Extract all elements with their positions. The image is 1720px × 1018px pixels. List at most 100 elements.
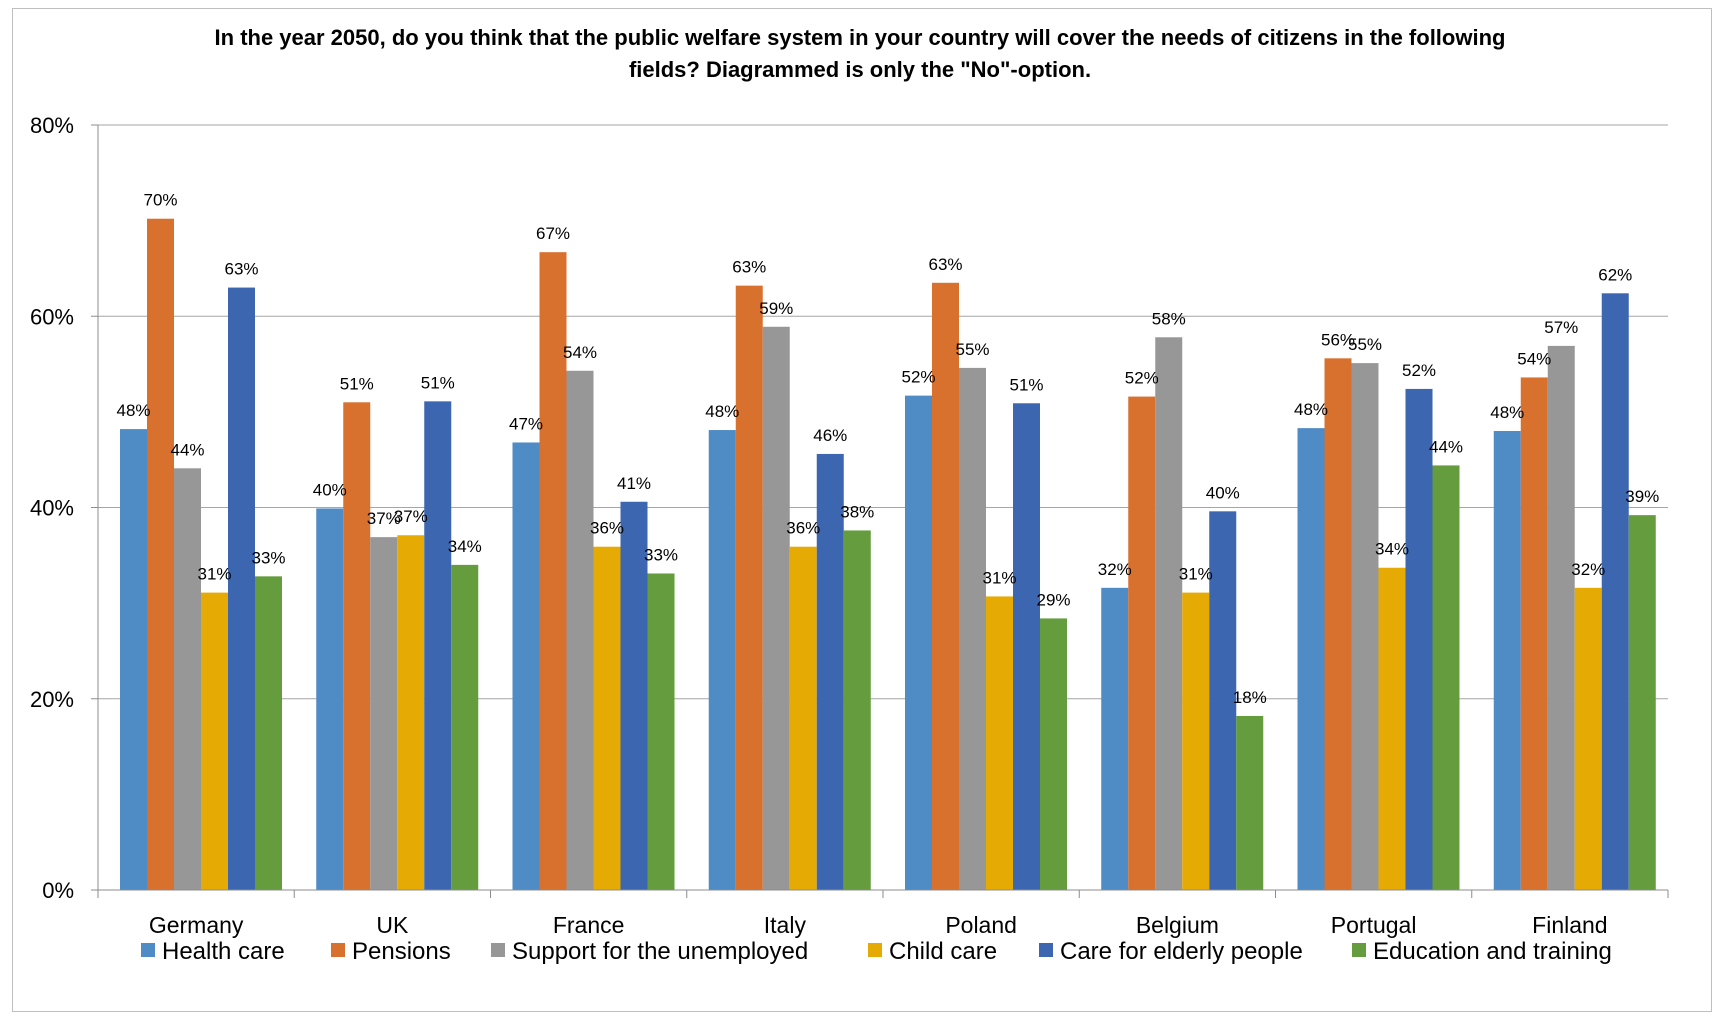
legend: Health care Pensions Support for the unemp… bbox=[141, 938, 1612, 965]
bar-belgium-0 bbox=[1101, 587, 1129, 890]
legend-swatch bbox=[868, 943, 882, 957]
bar-uk-1 bbox=[343, 402, 371, 890]
data-label: 47% bbox=[509, 414, 543, 433]
bar-germany-5 bbox=[255, 576, 282, 890]
category-label: Italy bbox=[764, 912, 807, 938]
data-label: 46% bbox=[813, 426, 847, 445]
data-label: 34% bbox=[448, 537, 482, 556]
legend-swatch bbox=[331, 943, 345, 957]
data-label: 54% bbox=[1517, 349, 1551, 368]
data-labels: 48% 70% 44% 31% 63% 33% 40% 51% 37%37% 51% 34% 47% 6… bbox=[116, 191, 1659, 707]
data-label: 37% bbox=[394, 507, 428, 526]
bar-poland-4 bbox=[1013, 403, 1040, 890]
data-label: 36% bbox=[786, 519, 820, 538]
data-label: 52% bbox=[1402, 361, 1436, 380]
bar-germany-0 bbox=[120, 429, 147, 890]
data-label: 56% bbox=[1321, 330, 1355, 349]
bar-portugal-1 bbox=[1324, 358, 1352, 890]
x-axis: Germany UK France Italy Poland Belgium Portuga… bbox=[97, 889, 1669, 938]
data-label: 52% bbox=[1125, 369, 1159, 388]
data-label: 52% bbox=[901, 368, 935, 387]
data-label: 31% bbox=[982, 568, 1016, 587]
bars bbox=[120, 218, 1656, 891]
bar-finland-1 bbox=[1520, 377, 1548, 890]
bar-uk-4 bbox=[424, 401, 452, 890]
legend-label: Pensions bbox=[352, 938, 451, 965]
legend-label: Health care bbox=[162, 938, 285, 965]
category-label: UK bbox=[376, 912, 409, 938]
bar-france-1 bbox=[539, 252, 567, 890]
data-label: 34% bbox=[1375, 540, 1409, 559]
y-tick-label: 0% bbox=[42, 878, 74, 903]
data-label: 32% bbox=[1571, 560, 1605, 579]
legend-label: Care for elderly people bbox=[1060, 938, 1303, 965]
data-label: 51% bbox=[340, 374, 374, 393]
data-label: 48% bbox=[705, 402, 739, 421]
bar-italy-2 bbox=[762, 326, 790, 890]
data-label: 31% bbox=[1179, 565, 1213, 584]
data-label: 63% bbox=[224, 260, 258, 279]
bar-germany-4 bbox=[228, 287, 255, 890]
bar-france-2 bbox=[566, 370, 594, 891]
chart-title: In the year 2050, do you think that the … bbox=[214, 25, 1506, 82]
data-label: 51% bbox=[421, 373, 455, 392]
data-label: 33% bbox=[251, 548, 285, 567]
legend-swatch bbox=[141, 943, 155, 957]
data-label: 63% bbox=[928, 255, 962, 274]
legend-swatch bbox=[491, 943, 505, 957]
y-tick-label: 40% bbox=[30, 496, 74, 521]
data-label: 44% bbox=[170, 440, 204, 459]
bar-poland-2 bbox=[959, 367, 986, 890]
y-tick-label: 60% bbox=[30, 304, 74, 329]
bar-italy-4 bbox=[816, 453, 844, 890]
bar-italy-5 bbox=[843, 530, 871, 890]
y-axis: 0% 20% 40% 60% 80% bbox=[30, 113, 99, 903]
legend-swatch bbox=[1352, 943, 1366, 957]
bar-portugal-4 bbox=[1405, 388, 1433, 890]
bar-finland-0 bbox=[1493, 431, 1521, 890]
bar-france-3 bbox=[593, 546, 621, 890]
bar-france-5 bbox=[647, 573, 675, 890]
data-label: 44% bbox=[1429, 437, 1463, 456]
bar-germany-3 bbox=[201, 592, 228, 890]
bar-belgium-5 bbox=[1236, 715, 1264, 890]
legend-label: Child care bbox=[889, 938, 997, 965]
data-label: 41% bbox=[617, 474, 651, 493]
data-label: 70% bbox=[143, 191, 177, 210]
bar-portugal-3 bbox=[1378, 567, 1406, 890]
bar-italy-3 bbox=[789, 546, 817, 890]
data-label: 33% bbox=[644, 545, 678, 564]
bar-belgium-4 bbox=[1209, 511, 1237, 890]
bar-belgium-2 bbox=[1155, 337, 1183, 891]
bar-finland-3 bbox=[1574, 587, 1602, 890]
data-label: 39% bbox=[1625, 487, 1659, 506]
category-label: Finland bbox=[1532, 912, 1607, 938]
bar-uk-5 bbox=[451, 564, 479, 890]
data-label: 57% bbox=[1544, 318, 1578, 337]
data-label: 55% bbox=[955, 340, 989, 359]
category-label: France bbox=[553, 912, 625, 938]
category-label: Poland bbox=[945, 912, 1017, 938]
data-label: 40% bbox=[1206, 483, 1240, 502]
data-label: 29% bbox=[1036, 590, 1070, 609]
data-label: 48% bbox=[1490, 403, 1524, 422]
category-label: Belgium bbox=[1136, 912, 1219, 938]
data-label: 38% bbox=[840, 502, 874, 521]
data-label: 62% bbox=[1598, 265, 1632, 284]
data-label: 36% bbox=[590, 519, 624, 538]
data-label: 18% bbox=[1233, 688, 1267, 707]
data-label: 51% bbox=[1009, 375, 1043, 394]
bar-france-0 bbox=[512, 442, 540, 890]
bar-poland-5 bbox=[1040, 618, 1067, 890]
y-tick-label: 20% bbox=[30, 687, 74, 712]
category-label: Portugal bbox=[1331, 912, 1417, 938]
bar-uk-3 bbox=[397, 535, 425, 890]
bar-finland-2 bbox=[1547, 345, 1575, 890]
bar-portugal-0 bbox=[1297, 428, 1325, 890]
legend-label: Support for the unemployed bbox=[512, 938, 808, 965]
data-label: 58% bbox=[1152, 309, 1186, 328]
data-label: 48% bbox=[1294, 400, 1328, 419]
data-label: 37% bbox=[367, 509, 401, 528]
bar-finland-4 bbox=[1601, 293, 1629, 890]
data-label: 63% bbox=[732, 258, 766, 277]
